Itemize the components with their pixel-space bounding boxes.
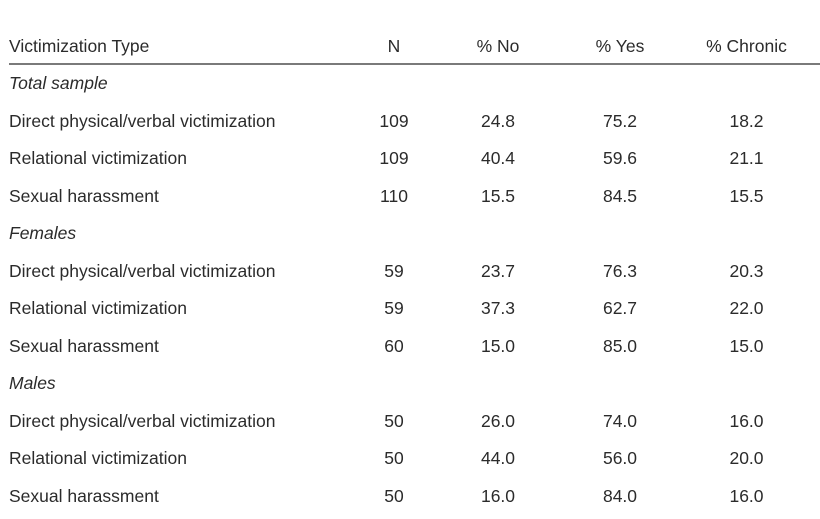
cell-pct-no: 15.5 xyxy=(480,185,516,206)
cell-n: 60 xyxy=(384,335,404,356)
cell-type: Sexual harassment xyxy=(9,185,159,206)
cell-n: 50 xyxy=(384,410,404,431)
cell-pct-yes: 59.6 xyxy=(602,148,638,168)
cell-pct-chronic: 15.0 xyxy=(729,335,764,356)
table-header: Victimization Type N % No % Yes % Chroni… xyxy=(9,30,820,65)
section-title-females: Females xyxy=(9,215,820,253)
cell-n: 110 xyxy=(380,185,408,206)
header-n: N xyxy=(387,35,401,56)
cell-n: 50 xyxy=(384,485,404,506)
victimization-table: Victimization Type N % No % Yes % Chroni… xyxy=(9,30,820,515)
cell-type: Direct physical/verbal victimization xyxy=(9,110,276,131)
table-row: Relational victimization 50 44.0 56.0 20… xyxy=(9,440,820,478)
cell-type: Relational victimization xyxy=(9,148,187,168)
cell-type: Sexual harassment xyxy=(9,335,159,356)
cell-pct-chronic: 18.2 xyxy=(729,110,764,131)
table-row: Sexual harassment 50 16.0 84.0 16.0 xyxy=(9,478,820,516)
cell-pct-no: 26.0 xyxy=(480,410,516,431)
cell-pct-chronic: 15.5 xyxy=(729,185,764,206)
cell-pct-yes: 62.7 xyxy=(602,298,638,318)
cell-pct-no: 15.0 xyxy=(480,335,516,356)
section-title: Females xyxy=(9,223,77,243)
table-row: Sexual harassment 60 15.0 85.0 15.0 xyxy=(9,328,820,366)
cell-pct-no: 40.4 xyxy=(480,148,516,168)
table-row: Direct physical/verbal victimization 59 … xyxy=(9,253,820,291)
cell-pct-chronic: 22.0 xyxy=(729,298,764,318)
cell-pct-chronic: 20.3 xyxy=(729,260,764,281)
table-row: Relational victimization 109 40.4 59.6 2… xyxy=(9,140,820,178)
section-title: Males xyxy=(9,373,56,393)
cell-type: Relational victimization xyxy=(9,298,187,318)
section-title-males: Males xyxy=(9,365,820,403)
cell-pct-yes: 84.0 xyxy=(602,485,638,506)
section-title: Total sample xyxy=(9,73,108,93)
cell-pct-chronic: 21.1 xyxy=(729,148,764,168)
cell-pct-chronic: 16.0 xyxy=(729,485,764,506)
header-victimization-type: Victimization Type xyxy=(9,35,150,56)
cell-n: 59 xyxy=(384,298,404,318)
header-pct-chronic: % Chronic xyxy=(706,35,787,56)
cell-type: Sexual harassment xyxy=(9,485,159,506)
section-title-total-sample: Total sample xyxy=(9,65,820,103)
cell-pct-yes: 74.0 xyxy=(602,410,638,431)
cell-pct-no: 44.0 xyxy=(480,448,516,468)
header-pct-no: % No xyxy=(476,35,520,56)
table-row: Direct physical/verbal victimization 50 … xyxy=(9,403,820,441)
cell-pct-yes: 75.2 xyxy=(602,110,638,131)
cell-n: 109 xyxy=(379,148,409,168)
cell-pct-chronic: 20.0 xyxy=(729,448,764,468)
cell-type: Direct physical/verbal victimization xyxy=(9,410,276,431)
table-row: Relational victimization 59 37.3 62.7 22… xyxy=(9,290,820,328)
cell-pct-yes: 84.5 xyxy=(602,185,638,206)
table-row: Direct physical/verbal victimization 109… xyxy=(9,103,820,141)
cell-n: 59 xyxy=(384,260,404,281)
cell-n: 50 xyxy=(384,448,404,468)
cell-type: Relational victimization xyxy=(9,448,187,468)
cell-pct-yes: 85.0 xyxy=(602,335,638,356)
cell-type: Direct physical/verbal victimization xyxy=(9,260,276,281)
cell-pct-no: 24.8 xyxy=(480,110,516,131)
cell-pct-no: 37.3 xyxy=(480,298,516,318)
cell-pct-yes: 76.3 xyxy=(602,260,638,281)
cell-pct-chronic: 16.0 xyxy=(729,410,764,431)
cell-n: 109 xyxy=(379,110,409,131)
cell-pct-no: 23.7 xyxy=(480,260,516,281)
header-pct-yes: % Yes xyxy=(595,35,645,56)
table-row: Sexual harassment 110 15.5 84.5 15.5 xyxy=(9,178,820,216)
cell-pct-yes: 56.0 xyxy=(602,448,638,468)
cell-pct-no: 16.0 xyxy=(480,485,516,506)
